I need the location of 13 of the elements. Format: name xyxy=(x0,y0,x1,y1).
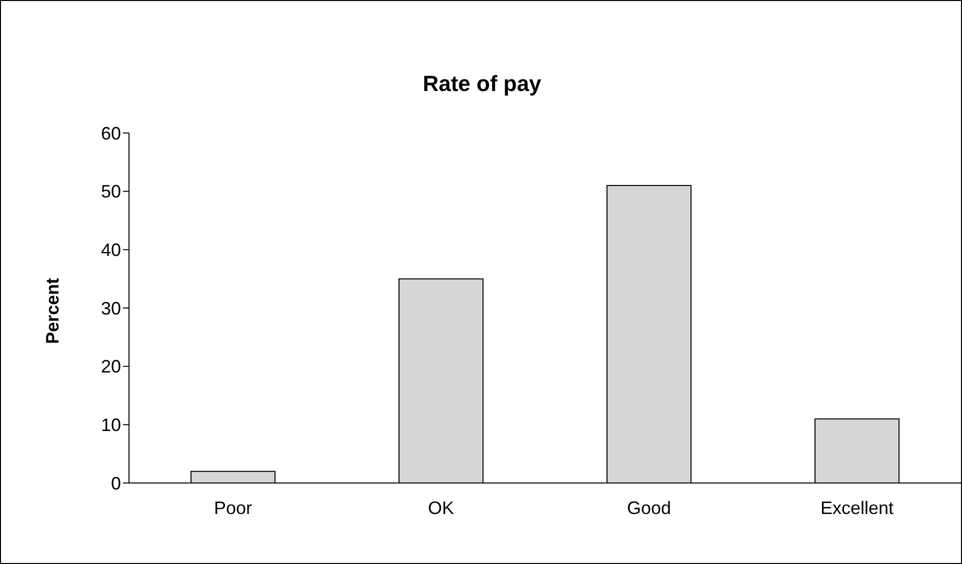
y-tick-label: 20 xyxy=(100,356,121,377)
y-tick-label: 50 xyxy=(100,182,121,202)
y-tick-label: 40 xyxy=(100,240,121,260)
x-tick-label: Poor xyxy=(214,498,252,518)
chart-title: Rate of pay xyxy=(422,71,542,97)
y-tick-label: 60 xyxy=(100,123,121,144)
x-tick-label: OK xyxy=(428,498,454,518)
y-axis-title: Percent xyxy=(42,278,64,344)
y-tick-label: 30 xyxy=(100,298,121,318)
x-tick-label: Good xyxy=(626,498,672,518)
y-tick-label: 0 xyxy=(110,473,121,494)
y-tick-label: 10 xyxy=(100,415,121,436)
x-tick-label: Excellent xyxy=(820,498,894,518)
